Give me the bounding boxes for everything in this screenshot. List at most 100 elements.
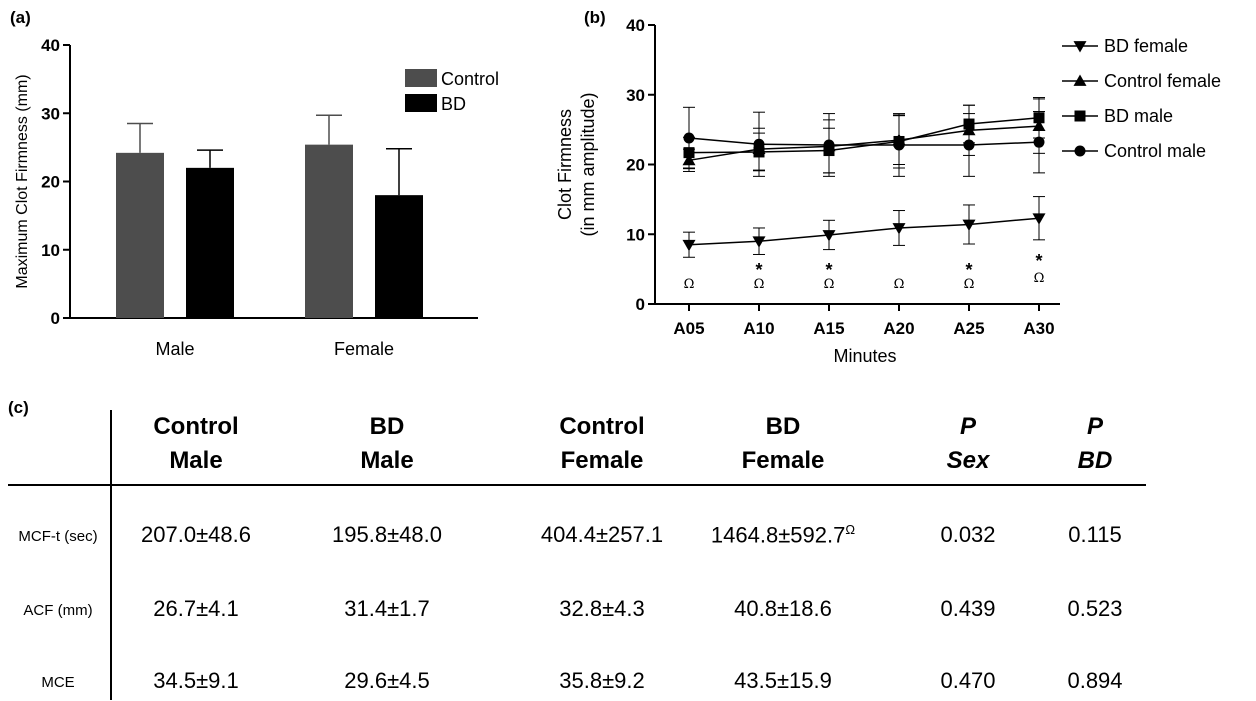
table-cell: 207.0±48.6 (141, 522, 251, 547)
x-tick-label: A05 (673, 319, 704, 338)
table-cell: 0.894 (1067, 668, 1123, 693)
column-header: Control Female (502, 410, 702, 478)
legend-swatch (405, 94, 437, 112)
series-control-male (683, 106, 1045, 177)
table-cell: 43.5±15.9 (734, 668, 832, 693)
y-tick-label: 30 (626, 86, 645, 105)
significance-star: * (755, 260, 762, 280)
column-header-line2: BD (1077, 447, 1113, 474)
significance-star: * (965, 260, 972, 280)
y-tick-label: 10 (41, 241, 60, 260)
x-tick-label: A10 (743, 319, 774, 338)
column-header-line1: Control (153, 413, 239, 440)
panel-c-label: (c) (8, 398, 29, 417)
y-tick-label: 40 (41, 36, 60, 55)
omega-marker: Ω (684, 277, 695, 292)
table-cell: 40.8±18.6 (734, 596, 832, 621)
column-header-line1: Control (559, 413, 645, 440)
table-cell: 0.523 (1067, 596, 1123, 621)
omega-marker: Ω (824, 277, 835, 292)
x-category-label: Female (334, 339, 394, 359)
legend-swatch (405, 69, 437, 87)
data-point (893, 139, 905, 151)
x-axis-title: Minutes (833, 346, 896, 366)
bar (375, 195, 423, 318)
series-line (688, 117, 1040, 154)
y-tick-label: 20 (626, 156, 645, 175)
data-point (962, 219, 976, 231)
significance-star: * (1035, 251, 1042, 271)
y-tick-label: 0 (636, 295, 645, 314)
legend-label: Control (441, 69, 499, 89)
x-tick-label: A25 (953, 319, 984, 338)
data-point (682, 239, 696, 252)
data-point (822, 230, 836, 242)
table-cell: 32.8±4.3 (559, 596, 645, 621)
data-point (892, 223, 906, 235)
cell-superscript: Ω (845, 522, 856, 537)
series-line (688, 137, 1040, 146)
omega-marker: Ω (964, 277, 975, 292)
legend-marker (1074, 145, 1086, 157)
legend-marker (1073, 74, 1087, 86)
series-bd-male (683, 97, 1045, 174)
column-header: Control Male (96, 410, 296, 478)
x-tick-label: A30 (1023, 319, 1054, 338)
table-cell: 404.4±257.1 (540, 522, 664, 547)
table-cell: 35.8±9.2 (559, 668, 645, 693)
table-cell: 0.439 (940, 596, 996, 621)
legend-label: BD female (1104, 36, 1188, 56)
table-cell: 195.8±48.0 (332, 522, 442, 547)
y-axis-title-line2: (in mm amplitude) (578, 92, 598, 236)
legend-label: Control male (1104, 141, 1206, 161)
y-axis-title-line1: Clot Firmness (555, 109, 575, 220)
data-point (753, 138, 765, 150)
row-label: MCF-t (sec) (18, 528, 98, 545)
column-header: P Sex (868, 410, 1068, 478)
series-line (688, 125, 1040, 162)
bar (305, 144, 353, 318)
table-cell: 34.5±9.1 (153, 668, 239, 693)
panel-c-table: (c) Control Male BD Male Control Female BD Fema… (0, 396, 1256, 701)
series-control-female (682, 98, 1046, 174)
table-cell: 1464.8±592.7Ω (710, 522, 856, 548)
data-point (1033, 136, 1045, 148)
column-header-line1: P (959, 413, 976, 440)
column-header-line1: BD (765, 413, 801, 440)
column-header-line1: BD (369, 413, 405, 440)
data-point (823, 139, 835, 151)
table-cell: 0.032 (940, 522, 996, 547)
x-category-label: Male (155, 339, 194, 359)
x-tick-label: A20 (883, 319, 914, 338)
y-tick-label: 10 (626, 225, 645, 244)
table-cell: 31.4±1.7 (344, 596, 430, 621)
data-point (683, 132, 695, 144)
table-cell: 26.7±4.1 (153, 596, 239, 621)
column-header: BD Male (287, 410, 487, 478)
table-cell: 0.115 (1068, 522, 1122, 547)
panel-a-bar-chart: (a) 0 10 20 30 40 Maximum Clot Firmness (mm) Ma… (10, 8, 499, 359)
legend-label: BD male (1104, 106, 1173, 126)
column-header-line2: Male (169, 447, 223, 474)
table-cell: 0.470 (940, 668, 996, 693)
column-header-line1: P (1086, 413, 1103, 440)
y-tick-label: 0 (51, 309, 60, 328)
x-tick-label: A15 (813, 319, 844, 338)
y-tick-label: 20 (41, 173, 60, 192)
column-header-line2: Female (560, 447, 644, 474)
column-header: BD Female (683, 410, 883, 478)
table-vertical-rule (110, 410, 112, 700)
legend-marker (1073, 41, 1087, 53)
row-label: MCE (41, 674, 75, 691)
series-line (688, 217, 1040, 246)
omega-marker: Ω (1034, 271, 1045, 286)
data-point (963, 139, 975, 151)
column-header-line2: Male (360, 447, 414, 474)
data-point (752, 236, 766, 248)
omega-marker: Ω (894, 277, 905, 292)
panel-b-label: (b) (584, 8, 606, 27)
legend-marker (1074, 110, 1086, 122)
column-header: P BD (995, 410, 1195, 478)
table-header-rule (8, 484, 1146, 486)
panel-a-label: (a) (10, 8, 31, 27)
